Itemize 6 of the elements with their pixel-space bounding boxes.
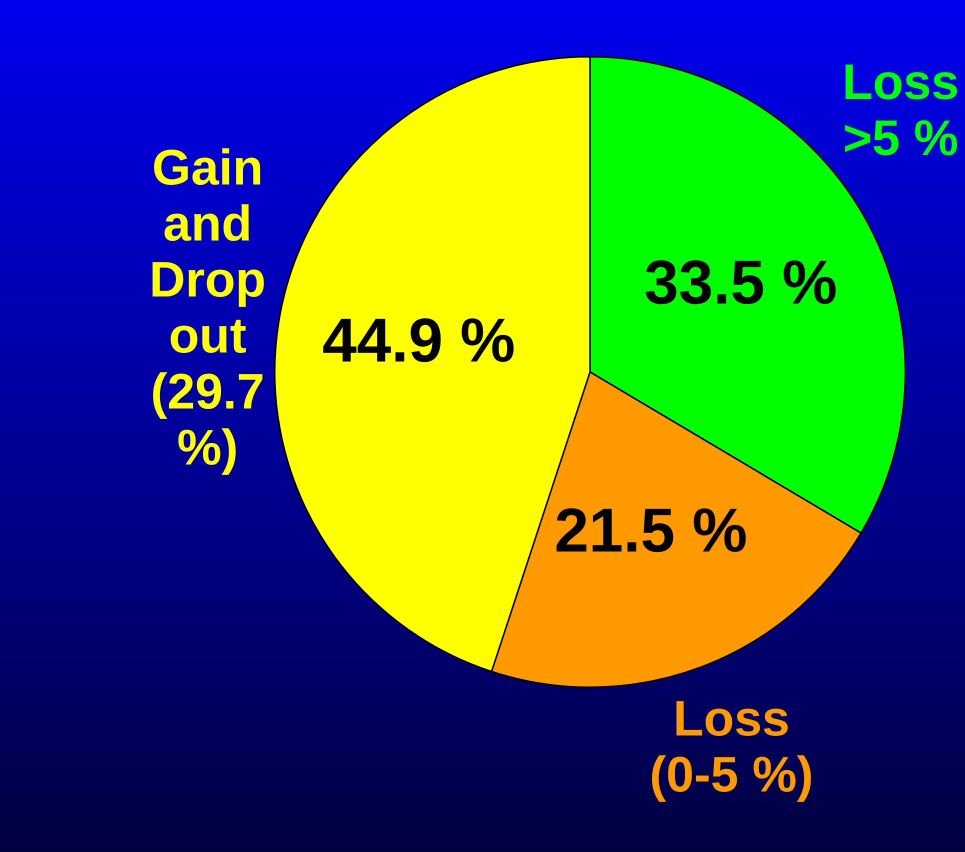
slice-label: Loss >5 %: [842, 54, 959, 166]
slice-label: Loss (0-5 %): [650, 690, 814, 802]
data-label: 21.5 %: [554, 496, 748, 566]
data-label: 33.5 %: [644, 248, 838, 318]
slice-label: Gain and Drop out (29.7 %): [149, 140, 266, 476]
data-label: 44.9 %: [322, 306, 516, 376]
